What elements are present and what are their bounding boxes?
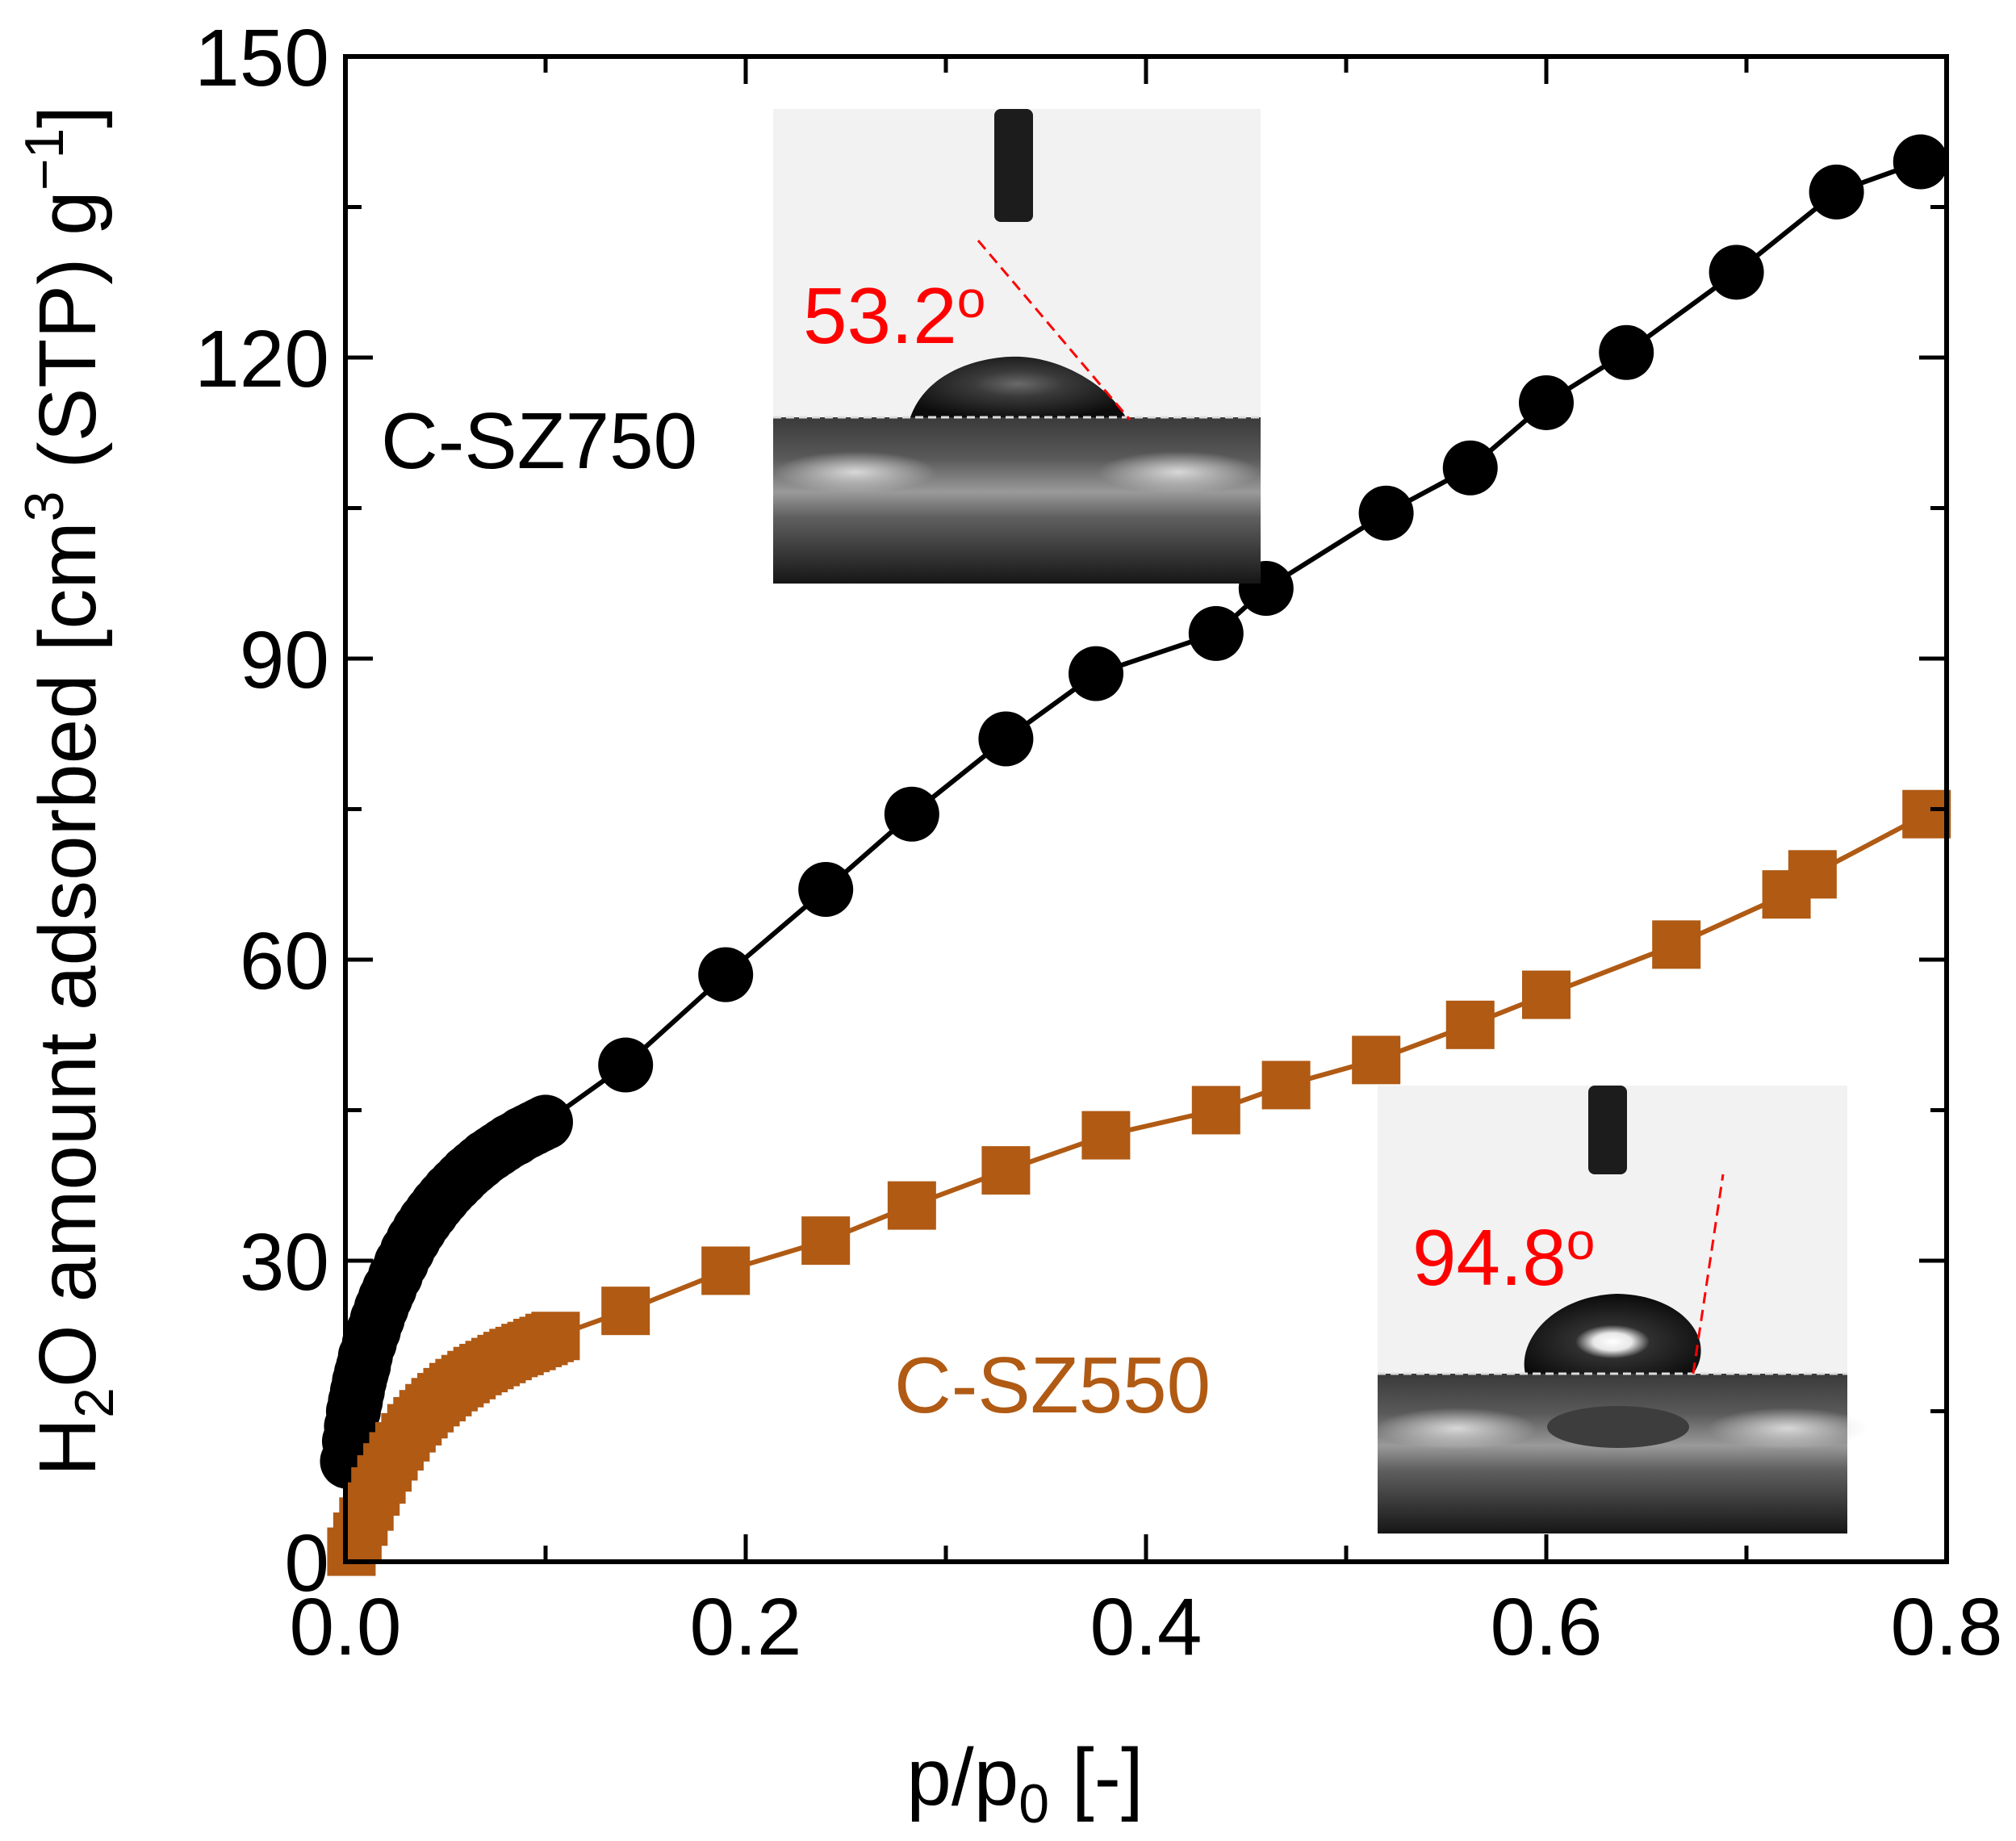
y-tick-label: 150 bbox=[194, 13, 329, 103]
data-point-c-sz750 bbox=[1519, 374, 1574, 430]
x-tick-label: 0.2 bbox=[689, 1582, 801, 1672]
y-axis-title: H2O amount adsorbed [cm3 (STP) g−1] bbox=[14, 106, 125, 1476]
degree-mark-750: o bbox=[957, 270, 986, 328]
data-point-c-sz550 bbox=[981, 1146, 1031, 1195]
inset-750-droplet bbox=[910, 356, 1126, 417]
data-point-c-sz750 bbox=[798, 861, 854, 917]
degree-mark-550: o bbox=[1566, 1212, 1596, 1270]
data-point-c-sz750 bbox=[884, 786, 939, 842]
data-point-c-sz550 bbox=[1261, 1061, 1311, 1110]
data-point-c-sz550 bbox=[1081, 1111, 1131, 1160]
x-tick-label: 0.0 bbox=[289, 1582, 401, 1672]
data-point-c-sz750 bbox=[1069, 646, 1123, 701]
x-tick-label: 0.4 bbox=[1090, 1582, 1202, 1672]
data-point-c-sz750 bbox=[1188, 605, 1244, 661]
axes-layer: 0.0 0.2 0.4 0.6 0.8 0 30 60 90 120 150 bbox=[194, 13, 2002, 1672]
data-point-c-sz750 bbox=[518, 1094, 573, 1150]
y-axis-title-superscript-3: 3 bbox=[14, 491, 75, 521]
contact-angle-photo-550: 94.8o bbox=[1376, 1086, 1868, 1533]
y-tick-label: 60 bbox=[240, 916, 329, 1006]
data-point-c-sz750 bbox=[598, 1037, 654, 1093]
contact-angle-label-550: 94.8o bbox=[1412, 1212, 1595, 1302]
data-point-c-sz750 bbox=[1709, 245, 1764, 300]
y-tick-label: 120 bbox=[194, 314, 329, 404]
x-tick-label: 0.8 bbox=[1890, 1582, 2002, 1672]
data-point-c-sz750 bbox=[1599, 324, 1654, 380]
data-point-c-sz750 bbox=[1893, 134, 1948, 190]
data-point-c-sz550 bbox=[1902, 789, 1951, 839]
inset-550-substrate bbox=[1378, 1374, 1847, 1533]
contact-angle-photo-750: 53.2o bbox=[773, 109, 1261, 584]
x-axis-title-part-2: [-] bbox=[1049, 1732, 1144, 1822]
y-axis-title-part-4: ] bbox=[23, 106, 113, 128]
inset-750-needle bbox=[994, 109, 1033, 222]
data-point-c-sz750 bbox=[978, 711, 1034, 767]
data-point-c-sz550 bbox=[1652, 920, 1701, 969]
inset-550-droplet bbox=[1524, 1294, 1701, 1374]
inset-550-glow-right bbox=[1707, 1408, 1868, 1450]
contact-angle-value-550: 94.8 bbox=[1412, 1213, 1566, 1302]
x-axis-title: p/p0 [-] bbox=[906, 1732, 1144, 1835]
data-point-c-sz550 bbox=[531, 1312, 580, 1361]
series-label-c-sz750: C-SZ750 bbox=[381, 396, 697, 485]
data-point-c-sz550 bbox=[1522, 970, 1571, 1019]
x-tick-label: 0.6 bbox=[1490, 1582, 1602, 1672]
data-point-c-sz550 bbox=[1445, 1000, 1495, 1049]
y-axis-title-part-2: O amount adsorbed [cm bbox=[23, 521, 113, 1387]
inset-750-glow-left bbox=[775, 451, 936, 493]
data-point-c-sz550 bbox=[801, 1216, 851, 1266]
x-axis-title-subscript: 0 bbox=[1018, 1773, 1049, 1835]
series-label-c-sz550: C-SZ550 bbox=[894, 1341, 1211, 1429]
inset-750-glow-right bbox=[1098, 451, 1259, 493]
contact-angle-label-750: 53.2o bbox=[803, 270, 985, 360]
data-point-c-sz750 bbox=[1358, 485, 1414, 541]
y-axis-title-part-3: (STP) g bbox=[23, 190, 113, 491]
inset-550-glow-left bbox=[1376, 1408, 1537, 1450]
data-point-c-sz750 bbox=[698, 947, 754, 1002]
y-axis-title-part-1: H bbox=[23, 1418, 113, 1476]
inset-550-tangent-line bbox=[1692, 1174, 1725, 1374]
inset-750-substrate bbox=[773, 417, 1261, 584]
data-point-c-sz550 bbox=[1788, 850, 1837, 899]
data-point-c-sz750 bbox=[1809, 164, 1864, 220]
data-point-c-sz550 bbox=[1352, 1036, 1401, 1085]
data-point-c-sz550 bbox=[1191, 1086, 1240, 1135]
y-tick-label: 30 bbox=[240, 1217, 329, 1308]
data-point-c-sz550 bbox=[887, 1181, 936, 1230]
y-tick-label: 90 bbox=[240, 615, 329, 705]
inset-550-droplet-reflection bbox=[1547, 1406, 1689, 1448]
y-tick-label: 0 bbox=[284, 1518, 329, 1609]
data-point-c-sz550 bbox=[701, 1246, 751, 1295]
data-point-c-sz750 bbox=[1442, 440, 1498, 496]
contact-angle-value-750: 53.2 bbox=[803, 271, 957, 360]
series-layer bbox=[320, 134, 1951, 1576]
inset-750-tangent-line bbox=[977, 240, 1131, 421]
x-axis-title-part-1: p/p bbox=[906, 1732, 1018, 1822]
data-point-c-sz550 bbox=[601, 1287, 650, 1336]
inset-550-needle bbox=[1588, 1086, 1627, 1174]
y-axis-title-subscript: 2 bbox=[64, 1387, 125, 1418]
y-axis-title-superscript-neg1: −1 bbox=[14, 128, 75, 191]
